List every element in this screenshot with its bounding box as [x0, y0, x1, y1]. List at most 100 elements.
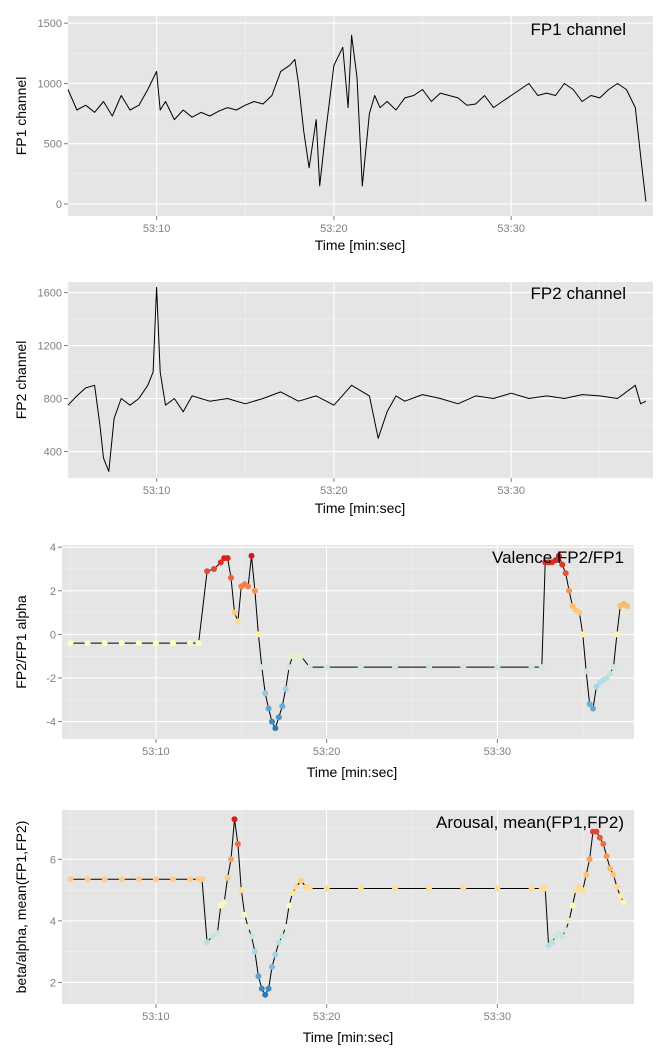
data-point: [272, 725, 279, 732]
data-point: [152, 876, 159, 883]
y-tick-label: 1000: [38, 78, 62, 90]
y-tick-label: 2: [50, 977, 56, 989]
data-point: [286, 664, 293, 671]
data-point: [67, 640, 74, 647]
data-point: [610, 664, 617, 671]
data-point: [542, 885, 549, 892]
y-tick-label: 400: [44, 447, 62, 459]
chart-title: FP1 channel: [531, 20, 626, 39]
data-point: [357, 885, 364, 892]
y-tick-label: -2: [46, 673, 56, 685]
data-point: [265, 985, 272, 992]
data-point: [552, 557, 559, 564]
data-point: [583, 668, 590, 675]
ticks: 53:10 53:20 53:30 400 800 1200 1600: [38, 288, 525, 497]
chart-title: Valence FP2/FP1: [492, 548, 624, 567]
data-point: [279, 703, 286, 710]
y-tick-label: -4: [46, 717, 56, 729]
grid: [62, 810, 634, 1004]
data-point: [613, 631, 620, 638]
data-point: [234, 618, 241, 625]
data-point: [258, 985, 265, 992]
data-point: [224, 874, 231, 881]
data-point: [576, 609, 583, 616]
data-point: [101, 640, 108, 647]
data-point: [289, 890, 296, 897]
data-point: [323, 885, 330, 892]
grid: [67, 282, 653, 479]
data-point: [566, 587, 573, 594]
data-point: [559, 561, 566, 568]
x-tick-label: 53:20: [313, 1011, 341, 1023]
data-point: [617, 893, 624, 900]
x-axis-title: Time [min:sec]: [315, 500, 406, 516]
grid: [62, 545, 634, 739]
y-tick-label: 500: [44, 139, 62, 151]
data-point: [306, 664, 313, 671]
data-point: [118, 640, 125, 647]
data-point: [282, 924, 289, 930]
data-point: [211, 566, 217, 572]
data-point: [607, 865, 614, 872]
data-point: [460, 664, 467, 671]
y-tick-label: 1500: [38, 18, 62, 30]
plot-background: [62, 545, 634, 739]
y-tick-label: 0: [50, 629, 56, 641]
data-point: [298, 653, 304, 660]
chart-title: FP2 channel: [531, 284, 626, 303]
data-point: [251, 948, 258, 955]
data-point: [562, 927, 569, 934]
data-point: [579, 631, 586, 638]
data-point: [209, 933, 216, 940]
data-point: [579, 887, 586, 894]
marks: [67, 34, 647, 202]
data-point: [245, 924, 252, 930]
data-point: [265, 705, 272, 712]
data-point: [298, 877, 304, 884]
data-point: [199, 876, 205, 883]
data-point: [248, 552, 255, 559]
data-point: [255, 973, 262, 980]
data-point: [559, 933, 566, 940]
data-point: [323, 664, 330, 671]
plot-background: [62, 810, 634, 1004]
data-point: [613, 884, 620, 890]
ticks: 53:10 53:20 53:30 0 500 1000 1500: [38, 18, 525, 235]
data-point: [603, 853, 610, 860]
data-point: [620, 899, 627, 906]
x-tick-label: 53:10: [143, 485, 171, 497]
panel-valence: 53:10 53:20 53:30 -4 -2 0 2 4 Valence FP2/FP1 T…: [13, 542, 634, 780]
data-point: [275, 939, 282, 946]
x-tick-label: 53:20: [313, 746, 341, 758]
x-tick-label: 53:10: [142, 746, 170, 758]
data-point: [248, 933, 255, 940]
data-point: [357, 664, 364, 671]
x-tick-label: 53:30: [484, 746, 512, 758]
data-point: [583, 871, 590, 878]
data-point: [224, 555, 231, 562]
data-point: [282, 685, 289, 692]
y-axis-title: FP2/FP1 alpha: [13, 595, 29, 689]
x-axis-title: Time [min:sec]: [303, 1029, 394, 1045]
data-point: [292, 653, 299, 660]
data-point: [170, 640, 176, 647]
y-tick-label: 800: [44, 394, 62, 406]
data-point: [494, 664, 501, 671]
data-point: [569, 902, 576, 909]
data-point: [286, 902, 293, 909]
data-point: [549, 939, 555, 946]
y-axis-title: FP2 channel: [13, 341, 29, 420]
data-point: [600, 840, 607, 847]
data-point: [272, 951, 279, 958]
data-point: [555, 552, 562, 559]
marks: [67, 286, 647, 472]
y-tick-label: 0: [56, 199, 62, 211]
data-point: [135, 876, 142, 883]
series-line: [67, 286, 647, 472]
y-tick-label: 4: [50, 916, 56, 928]
ticks: 53:10 53:20 53:30 2 4 6: [50, 854, 511, 1023]
data-point: [262, 690, 269, 697]
x-tick-label: 53:20: [320, 223, 348, 235]
